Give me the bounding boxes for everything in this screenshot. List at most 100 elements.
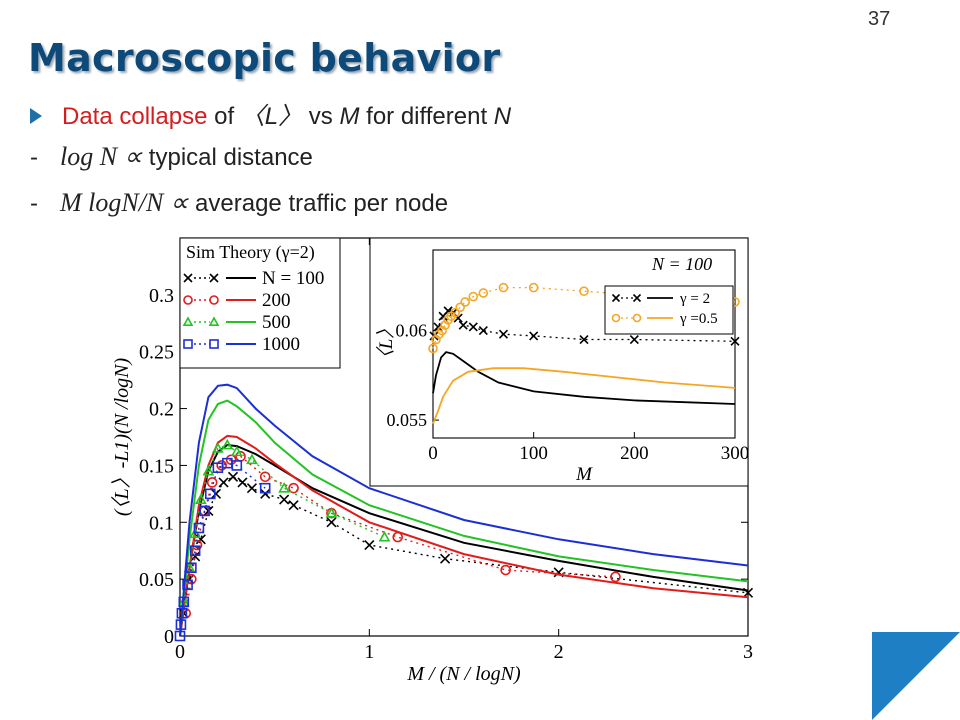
bullet-text: 〈L〉 [240, 103, 303, 130]
bullet-text: typical distance [142, 144, 313, 171]
bullet-average-traffic: -M logN/N ∝ average traffic per node [30, 188, 448, 218]
inset-sim-point [629, 334, 639, 345]
main-x-axis-label: M / (N / logN) [406, 663, 521, 685]
slide-title: Macroscopic behavior [28, 36, 501, 80]
inset-sim-point [730, 336, 740, 346]
inset-sim-point [428, 343, 438, 354]
marker-stroke [498, 329, 509, 339]
main-theory-line [179, 399, 749, 637]
legend-sim-marker [209, 273, 219, 283]
legend-header: Sim Theory (γ=2) [186, 242, 315, 263]
legend-entry-label: 200 [262, 290, 291, 311]
main-sim-dotted-line [179, 462, 266, 637]
legend-box [179, 237, 341, 369]
main-y-axis-label: (〈L〉-L1)(N /logN) [111, 357, 133, 516]
main-sim-point [178, 596, 190, 608]
marker-stroke [742, 587, 754, 598]
slide-number: 37 [868, 8, 891, 30]
inset-chart: 0 100 200 300 0.055 0.06 M 〈L〉 N = 100 γ = 2 γ =0.… [369, 237, 749, 487]
main-sim-point [199, 505, 210, 517]
bullet-dash: - [30, 144, 38, 171]
marker-stroke [440, 553, 451, 564]
legend-entry-label: 1000 [262, 334, 300, 355]
main-theory-line [179, 383, 749, 637]
main-sim-point [742, 587, 754, 598]
main-y-tick-label: 0.15 [139, 455, 174, 477]
inset-x-tick-label: 200 [620, 443, 649, 464]
bullet-math: log N ∝ [60, 142, 143, 171]
main-x-tick-label: 2 [554, 641, 564, 663]
marker-stroke [579, 334, 589, 345]
main-y-tick-label: 0.1 [149, 512, 174, 534]
main-sim-point [221, 438, 234, 450]
marker-stroke [279, 494, 290, 505]
inset-annotation: N = 100 [651, 254, 712, 274]
main-sim-point [182, 579, 193, 591]
main-sim-point [440, 553, 451, 564]
marker-stroke [209, 273, 219, 283]
inset-sim-point [458, 320, 468, 330]
marker-stroke [288, 500, 299, 511]
inset-x-tick-label: 0 [428, 443, 438, 464]
inset-theory-line [432, 367, 736, 425]
main-sim-point [392, 531, 404, 543]
inset-legend-sim-marker [611, 313, 621, 323]
main-sim-point [378, 530, 391, 542]
inset-sim-point [478, 288, 489, 298]
bullet-data-collapse: Data collapse of 〈L〉 vs M for different … [30, 96, 511, 131]
inset-y-axis-label: 〈L〉 [375, 320, 397, 369]
marker-stroke [529, 331, 539, 341]
main-sim-point [246, 453, 258, 465]
main-sim-point [231, 460, 243, 471]
inset-legend-sim-marker [632, 293, 642, 303]
inset-sim-point [460, 297, 471, 307]
marker-stroke [629, 334, 639, 345]
marker-stroke [458, 320, 468, 330]
main-sim-point [279, 494, 290, 505]
main-theory-line [179, 434, 749, 637]
legend-sim-marker [209, 295, 219, 305]
main-sim-point [259, 471, 271, 483]
inset-x-tick-label: 100 [519, 443, 548, 464]
inset-y-tick-label: 0.055 [387, 410, 428, 430]
marker-stroke [326, 517, 337, 528]
legend-entry-label: N = 100 [262, 268, 324, 289]
marker-stroke [227, 471, 239, 482]
marker-stroke [443, 306, 453, 316]
main-sim-point [227, 471, 239, 482]
marker-stroke [364, 539, 375, 551]
main-sim-point [610, 571, 621, 583]
main-sim-point [325, 507, 338, 518]
inset-sim-point [529, 331, 539, 341]
main-x-tick-label: 0 [175, 641, 185, 663]
bullet-text: vs [302, 103, 340, 130]
bullet-typical-distance: - log N ∝ typical distance [30, 142, 313, 172]
inset-legend: γ = 2 γ =0.5 [604, 285, 734, 335]
main-sim-point [288, 500, 299, 511]
marker-stroke [246, 483, 258, 494]
main-sim-point [186, 562, 197, 574]
main-sim-point [288, 482, 299, 494]
main-sim-point [204, 488, 216, 500]
main-y-tick-label: 0.3 [149, 285, 174, 307]
main-sim-point [260, 488, 271, 499]
marker-stroke [237, 477, 248, 488]
main-x-tick-label: 3 [743, 641, 753, 663]
inset-legend-box [604, 285, 734, 335]
marker-stroke [478, 326, 488, 336]
bullet-text: M [339, 103, 360, 130]
marker-stroke [632, 293, 642, 303]
bullet-dash: - [30, 190, 38, 217]
bullet-text: average traffic per node [188, 190, 449, 217]
inset-legend-label: γ =0.5 [679, 311, 718, 327]
inset-sim-point [468, 291, 479, 302]
main-y-tick-label: 0.25 [139, 342, 174, 364]
inset-sim-point [579, 286, 589, 296]
inset-sim-point [579, 334, 589, 345]
corner-decoration [872, 632, 960, 720]
inset-legend-sim-marker [632, 313, 642, 323]
marker-stroke [611, 293, 621, 303]
bullet-text: N [493, 103, 512, 130]
main-sim-point [194, 493, 207, 504]
